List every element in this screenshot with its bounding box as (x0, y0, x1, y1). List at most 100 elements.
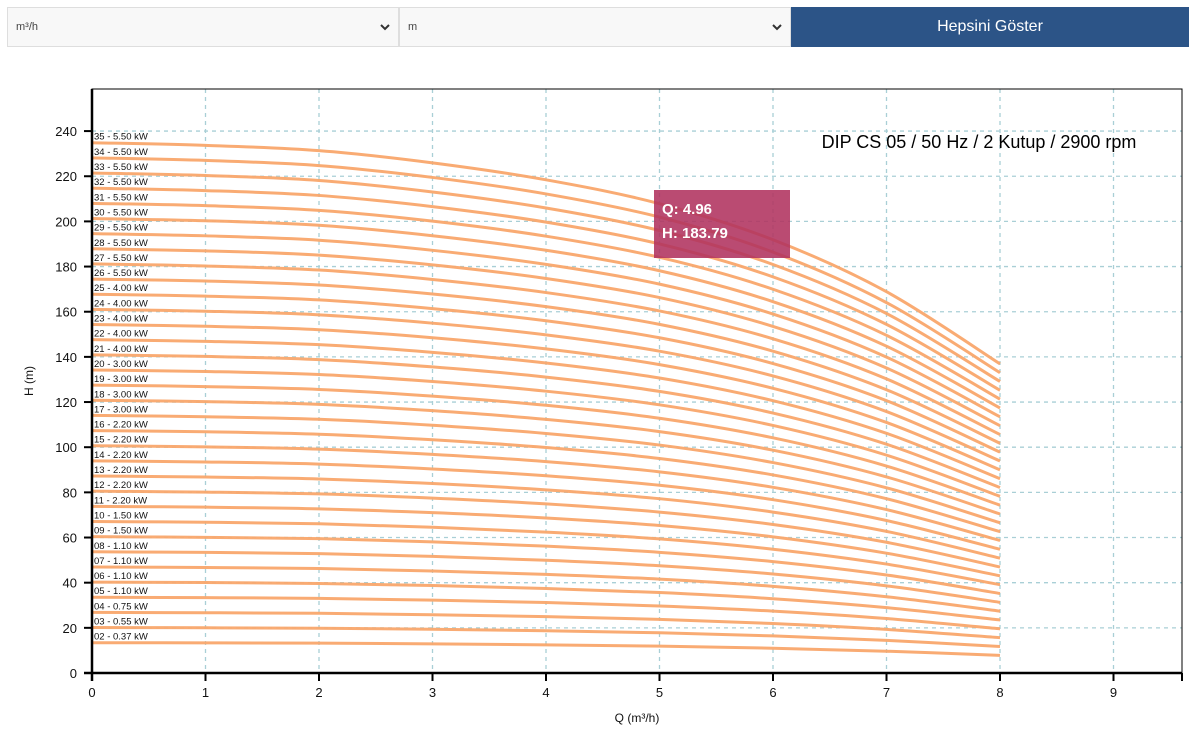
pump-curve[interactable] (91, 307, 1001, 463)
pump-curve[interactable] (91, 338, 1001, 481)
curve-label: 13 - 2.20 kW (94, 465, 148, 476)
curve-label: 16 - 2.20 kW (94, 420, 148, 431)
curve-label: 17 - 3.00 kW (94, 404, 148, 415)
curve-label: 31 - 5.50 kW (94, 192, 148, 203)
tooltip-box (654, 190, 790, 258)
x-tick-label: 4 (542, 685, 549, 700)
pump-curve[interactable] (91, 504, 1001, 578)
chart-axes: 0 1 2 3 4 5 6 7 8 9 0 20 40 60 80 100 120 140 160 180 200 220… (55, 88, 1183, 700)
pump-curve[interactable] (91, 156, 1001, 374)
pump-curve[interactable] (91, 519, 1001, 587)
y-tick-label: 140 (55, 350, 77, 365)
pump-curve[interactable] (91, 444, 1001, 542)
curve-label: 23 - 4.00 kW (94, 314, 148, 325)
pump-curve[interactable] (91, 580, 1001, 622)
pump-curve[interactable] (91, 353, 1001, 489)
pump-curve[interactable] (91, 641, 1001, 657)
curve-label: 33 - 5.50 kW (94, 162, 148, 173)
curve-label: 30 - 5.50 kW (94, 207, 148, 218)
pump-curve[interactable] (91, 565, 1001, 613)
head-unit-value: m (408, 21, 418, 33)
y-tick-label: 100 (55, 440, 77, 455)
curve-label: 32 - 5.50 kW (94, 177, 148, 188)
show-all-button[interactable]: Hepsini Göster (791, 7, 1189, 47)
pump-curve[interactable] (91, 262, 1001, 436)
y-tick-label: 20 (63, 621, 77, 636)
pump-curve[interactable] (91, 368, 1001, 498)
curve-label: 28 - 5.50 kW (94, 238, 148, 249)
chart-title: DIP CS 05 / 50 Hz / 2 Kutup / 2900 rpm (822, 132, 1137, 152)
pump-curve[interactable] (91, 610, 1001, 640)
pump-curve[interactable] (91, 398, 1001, 516)
y-tick-label: 80 (63, 485, 77, 500)
curve-label: 03 - 0.55 kW (94, 617, 148, 628)
y-tick-label: 60 (63, 531, 77, 546)
pump-curve[interactable] (91, 216, 1001, 410)
curve-label: 29 - 5.50 kW (94, 223, 148, 234)
hover-tooltip: Q: 4.96 H: 183.79 (654, 190, 790, 258)
curve-label: 34 - 5.50 kW (94, 147, 148, 158)
pump-curve[interactable] (91, 141, 1001, 366)
curve-label: 18 - 3.00 kW (94, 389, 148, 400)
pump-curve[interactable] (91, 626, 1001, 648)
curve-label: 22 - 4.00 kW (94, 329, 148, 340)
curve-label: 02 - 0.37 kW (94, 632, 148, 643)
pump-curve[interactable] (91, 323, 1001, 472)
flow-unit-select[interactable]: m³/h (7, 7, 399, 47)
pump-curve[interactable] (91, 429, 1001, 534)
curve-label: 08 - 1.10 kW (94, 541, 148, 552)
pump-curve[interactable] (91, 595, 1001, 631)
pump-curve[interactable] (91, 201, 1001, 401)
curve-label: 12 - 2.20 kW (94, 480, 148, 491)
pump-curve[interactable] (91, 489, 1001, 569)
curve-label: 21 - 4.00 kW (94, 344, 148, 355)
curve-label: 07 - 1.10 kW (94, 556, 148, 567)
pump-curve[interactable] (91, 459, 1001, 551)
curve-label: 27 - 5.50 kW (94, 253, 148, 264)
pump-curve[interactable] (91, 277, 1001, 445)
y-tick-label: 0 (70, 666, 77, 681)
x-tick-label: 8 (996, 685, 1003, 700)
x-tick-label: 0 (88, 685, 95, 700)
y-tick-label: 160 (55, 305, 77, 320)
y-tick-label: 120 (55, 395, 77, 410)
y-tick-label: 240 (55, 124, 77, 139)
curve-label: 09 - 1.50 kW (94, 526, 148, 537)
curve-label: 24 - 4.00 kW (94, 298, 148, 309)
pump-curves (91, 141, 1001, 657)
curve-label: 05 - 1.10 kW (94, 586, 148, 597)
curve-labels: 02 - 0.37 kW 03 - 0.55 kW 04 - 0.75 kW 05 -… (94, 132, 148, 643)
x-tick-label: 7 (883, 685, 890, 700)
pump-curve[interactable] (91, 247, 1001, 428)
pump-curve[interactable] (91, 292, 1001, 454)
curve-label: 26 - 5.50 kW (94, 268, 148, 279)
head-unit-select[interactable]: m (399, 7, 791, 47)
pump-curve[interactable] (91, 232, 1001, 419)
y-tick-label: 40 (63, 576, 77, 591)
curve-label: 15 - 2.20 kW (94, 435, 148, 446)
x-tick-label: 2 (315, 685, 322, 700)
pump-curve[interactable] (91, 550, 1001, 604)
curve-label: 19 - 3.00 kW (94, 374, 148, 385)
curve-label: 10 - 1.50 kW (94, 510, 148, 521)
curve-label: 06 - 1.10 kW (94, 571, 148, 582)
pump-curve[interactable] (91, 171, 1001, 383)
y-tick-label: 180 (55, 260, 77, 275)
flow-unit-value: m³/h (16, 21, 38, 33)
tooltip-q: Q: 4.96 (662, 201, 712, 218)
pump-curve[interactable] (91, 413, 1001, 525)
pump-curve[interactable] (91, 186, 1001, 392)
x-tick-label: 3 (429, 685, 436, 700)
pump-curve[interactable] (91, 535, 1001, 595)
pump-curve[interactable] (91, 383, 1001, 507)
pump-curve[interactable] (91, 474, 1001, 560)
curve-label: 11 - 2.20 kW (94, 495, 147, 506)
x-tick-label: 9 (1110, 685, 1117, 700)
curve-label: 35 - 5.50 kW (94, 132, 148, 143)
x-tick-label: 5 (656, 685, 663, 700)
x-tick-label: 6 (769, 685, 776, 700)
chevron-down-icon (380, 24, 390, 31)
chevron-down-icon (772, 24, 782, 31)
x-axis-title: Q (m³/h) (615, 711, 660, 725)
